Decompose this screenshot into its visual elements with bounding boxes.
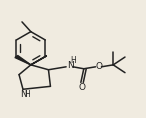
Polygon shape xyxy=(31,56,47,65)
Text: O: O xyxy=(78,83,85,92)
Polygon shape xyxy=(15,56,31,65)
Text: N: N xyxy=(67,61,73,70)
Text: H: H xyxy=(70,56,76,65)
Text: H: H xyxy=(24,90,30,99)
Text: O: O xyxy=(95,62,102,71)
Text: N: N xyxy=(21,90,27,99)
